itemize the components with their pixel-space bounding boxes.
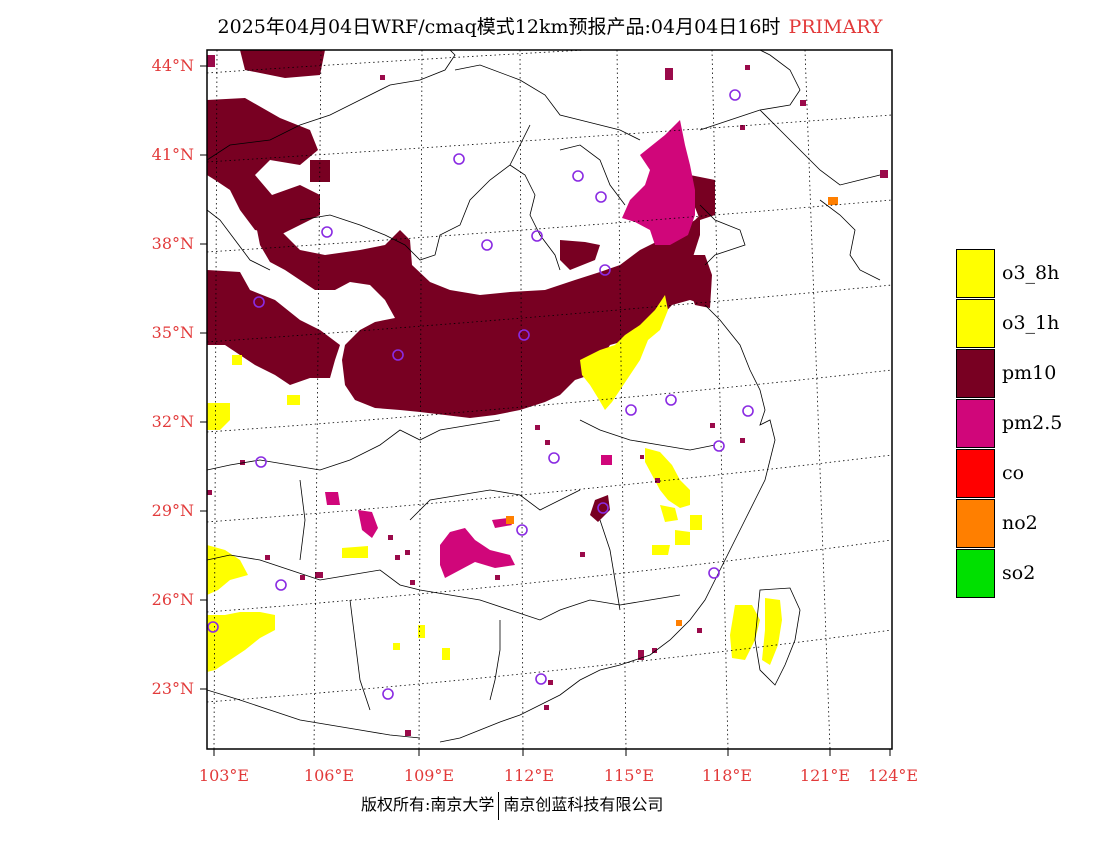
lon-label-112: 112°E [503, 766, 555, 785]
tick-marks [200, 65, 891, 756]
pm25-area [325, 120, 695, 578]
legend-label: no2 [1002, 512, 1038, 534]
lon-label-106: 106°E [303, 766, 355, 785]
lon-label-121: 121°E [799, 766, 851, 785]
legend-label: so2 [1002, 562, 1036, 584]
station-markers [207, 89, 754, 700]
title-tag: PRIMARY [788, 16, 883, 38]
lat-label-23: 23°N [151, 679, 194, 698]
footer-divider [498, 791, 500, 820]
title-main: 2025年04月04日WRF/cmaq模式12km预报产品:04月04日16时 [217, 16, 781, 38]
o3-area [207, 295, 782, 672]
legend-label: pm2.5 [1002, 412, 1063, 434]
footer-left: 版权所有:南京大学 [361, 795, 495, 814]
lon-label-109: 109°E [403, 766, 455, 785]
legend-swatch [956, 449, 995, 498]
lon-label-115: 115°E [603, 766, 655, 785]
lon-label-103: 103°E [198, 766, 250, 785]
no2-spots [506, 197, 838, 626]
lat-label-35: 35°N [151, 323, 194, 342]
map-frame [206, 49, 893, 750]
legend-swatch [956, 349, 995, 398]
copyright-footer: 版权所有:南京大学 南京创蓝科技有限公司 [361, 791, 663, 820]
legend-label: co [1002, 462, 1025, 484]
legend-label: pm10 [1002, 362, 1057, 384]
lat-label-38: 38°N [151, 234, 194, 253]
legend-swatch [956, 299, 995, 348]
lat-label-41: 41°N [151, 145, 194, 164]
lat-label-29: 29°N [151, 501, 194, 520]
legend-swatch [956, 549, 995, 598]
lon-label-118: 118°E [701, 766, 753, 785]
map-title: 2025年04月04日WRF/cmaq模式12km预报产品:04月04日16时 P… [0, 12, 1100, 39]
legend-swatch [956, 249, 995, 298]
graticule [207, 50, 892, 749]
lat-label-32: 32°N [151, 412, 194, 431]
footer-right: 南京创蓝科技有限公司 [503, 795, 664, 814]
legend-label: o3_1h [1002, 312, 1060, 334]
legend-swatch [956, 499, 995, 548]
boundaries [207, 50, 881, 743]
legend-label: o3_8h [1002, 262, 1060, 284]
lat-label-26: 26°N [151, 590, 194, 609]
lon-label-124: 124°E [867, 766, 919, 785]
lat-label-44: 44°N [151, 56, 194, 75]
scattered-cells [207, 55, 888, 736]
legend-swatch [956, 399, 995, 448]
pm10-area [207, 50, 715, 522]
